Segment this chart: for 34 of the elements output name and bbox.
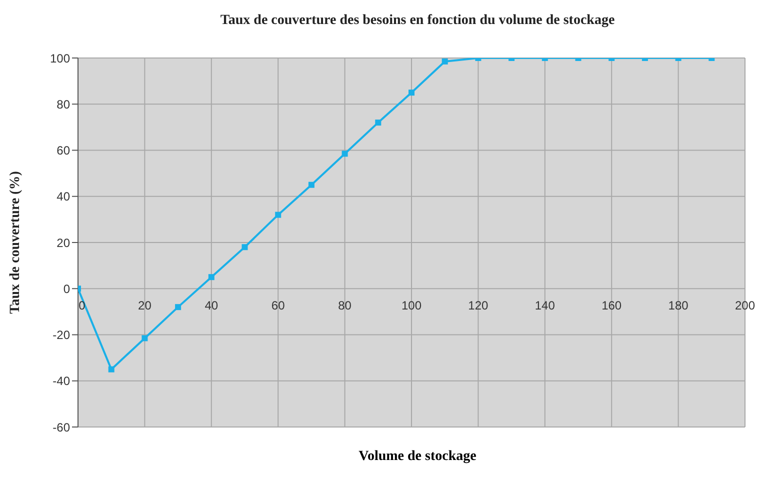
x-tick-label: 40 [204, 298, 218, 313]
point [108, 366, 114, 372]
x-tick-label: 60 [271, 298, 286, 313]
x-axis-title: Volume de stockage [358, 449, 478, 465]
y-tick-label: 60 [56, 144, 70, 158]
chart-title: Taux de couverture des besoins en fonction du volume de stockage [219, 12, 616, 30]
x-tick-label: 200 [734, 298, 756, 313]
point [342, 150, 348, 157]
point [208, 274, 214, 280]
x-tick-label: 0 [78, 298, 86, 313]
x-tick-label: 120 [468, 298, 489, 313]
x-tick-label: 20 [138, 298, 152, 313]
y-tick-label: 40 [56, 190, 70, 204]
point [442, 58, 448, 64]
point [308, 182, 314, 188]
point [408, 90, 414, 96]
x-tick-label: 80 [338, 298, 352, 313]
y-axis-title: Taux de couverture (%) [8, 170, 23, 314]
y-tick-label: 0 [63, 282, 70, 296]
point [275, 212, 282, 218]
x-tick-label: 140 [534, 298, 556, 313]
y-tick-label: -60 [52, 420, 70, 434]
x-tick-label: 100 [401, 298, 422, 313]
y-tick-label: 80 [56, 97, 70, 112]
y-tick-label: -20 [52, 328, 70, 342]
point [375, 120, 382, 126]
y-tick-label: 100 [50, 51, 70, 66]
point [142, 335, 148, 342]
x-tick-label: 160 [602, 298, 622, 313]
point [175, 304, 182, 310]
point [242, 244, 248, 250]
y-tick-label: 20 [56, 236, 70, 250]
x-tick-label: 180 [668, 298, 689, 313]
y-tick-label: -40 [52, 374, 70, 388]
